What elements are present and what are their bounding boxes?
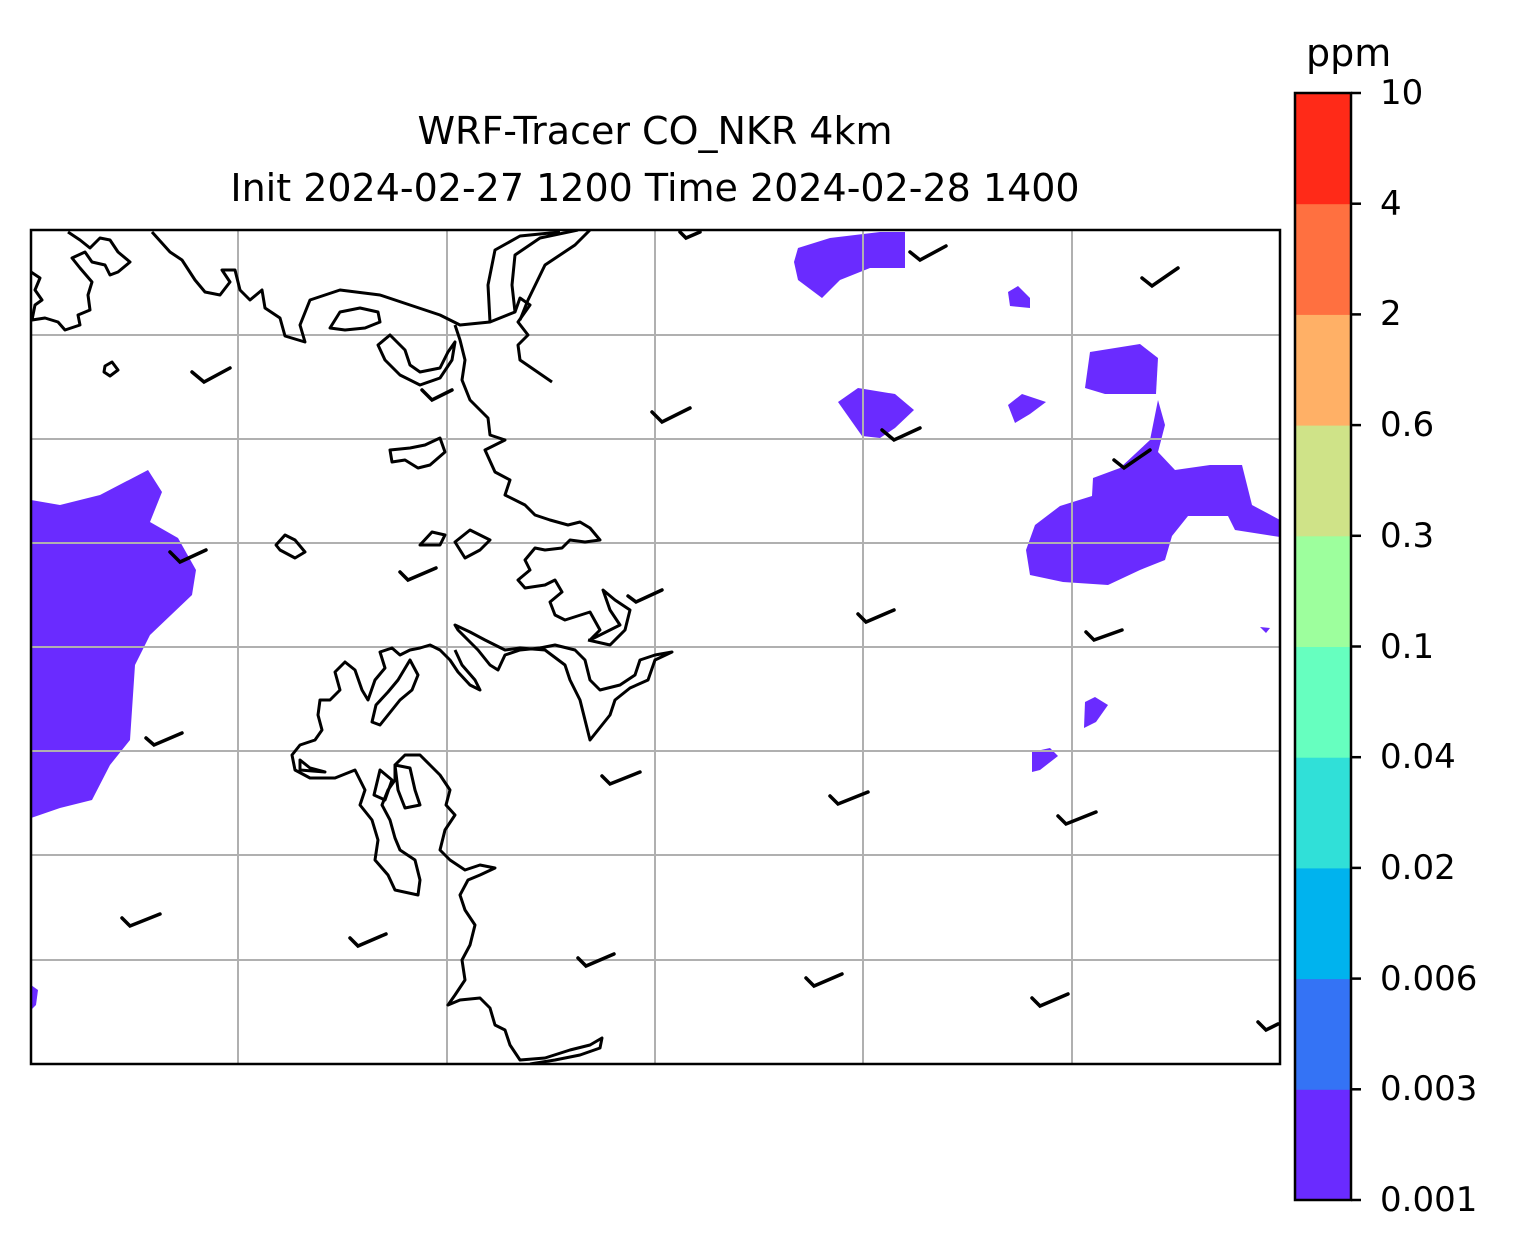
- coastline-island-4: [418, 530, 447, 547]
- colorbar-tick-label: 10: [1380, 73, 1424, 113]
- map-frame: [29, 228, 1282, 1066]
- tracer-region-southwest: [31, 985, 38, 1010]
- wind-barb: [856, 608, 896, 625]
- wind-barb: [1140, 266, 1180, 289]
- colorbar-tick-label: 0.001: [1380, 1180, 1478, 1220]
- coastline-northeast: [486, 230, 592, 323]
- coastline-island-5: [453, 528, 492, 560]
- coastline-island-3: [274, 533, 307, 560]
- wind-barb: [120, 912, 162, 929]
- tracer-region-spot-3: [1260, 627, 1270, 633]
- coastline-peninsula: [453, 324, 632, 647]
- wind-barb: [576, 952, 616, 969]
- wind-barb: [1030, 992, 1070, 1009]
- coastline-south-islands: [298, 658, 422, 810]
- tracer-contours: [31, 232, 1280, 1010]
- tracer-region-west: [31, 470, 196, 818]
- colorbar-segment: [1295, 535, 1351, 647]
- wind-barb: [1056, 810, 1098, 827]
- coastlines: [31, 230, 674, 1064]
- colorbar-tick-label: 4: [1380, 183, 1402, 224]
- gridlines: [31, 230, 1280, 1064]
- colorbar-segment: [1295, 93, 1351, 205]
- wind-barb: [880, 426, 922, 443]
- title-line-1: WRF-Tracer CO_NKR 4km: [417, 109, 893, 153]
- map-area: [31, 230, 1280, 1064]
- coastline-lake: [328, 306, 382, 332]
- tracer-region-small-2: [1008, 394, 1046, 423]
- colorbar-segment: [1295, 1089, 1351, 1201]
- wind-barb: [600, 770, 642, 787]
- wind-barb: [804, 972, 844, 989]
- wind-barb: [190, 366, 232, 385]
- colorbar-segment: [1295, 867, 1351, 980]
- tracer-region-east-top: [1085, 344, 1158, 394]
- title-line-2: Init 2024-02-27 1200 Time 2024-02-28 140…: [230, 166, 1080, 210]
- coastline-inlet: [376, 333, 457, 387]
- wind-barb: [1112, 448, 1152, 471]
- tracer-region-small-1: [1008, 286, 1030, 308]
- coastline-island-1: [102, 360, 120, 378]
- coastline-island-2: [388, 436, 447, 470]
- wind-barb: [348, 932, 388, 949]
- coastline-south: [453, 623, 674, 742]
- coastline-north: [150, 230, 553, 384]
- tracer-region-east: [1026, 400, 1280, 585]
- colorbar-unit: ppm: [1306, 31, 1392, 75]
- wind-barb: [144, 731, 184, 748]
- wind-barb: [1256, 1020, 1280, 1033]
- colorbar-segment: [1295, 203, 1351, 315]
- colorbar: [1295, 93, 1351, 1201]
- colorbar-tick-label: 0.003: [1380, 1069, 1478, 1110]
- colorbar-tick-label: 0.6: [1380, 405, 1435, 446]
- tracer-region-mid: [838, 388, 914, 438]
- wind-barb: [420, 388, 454, 403]
- colorbar-segment: [1295, 646, 1351, 758]
- wind-barb: [678, 230, 702, 241]
- colorbar-tick-label: 0.04: [1380, 737, 1456, 778]
- wind-barbs: [120, 230, 1280, 1033]
- tracer-region-spot-1: [1084, 697, 1108, 728]
- coastline-south-mid: [290, 643, 604, 1064]
- colorbar-tick-label: 0.3: [1380, 515, 1435, 556]
- wind-barb: [626, 588, 664, 605]
- tracer-region-spot-2: [1032, 748, 1058, 772]
- colorbar-tick-label: 0.006: [1380, 958, 1478, 999]
- colorbar-tick-label: 0.1: [1380, 626, 1435, 667]
- wind-barb: [908, 244, 948, 263]
- wind-barb: [168, 548, 208, 565]
- wind-barb: [398, 566, 438, 583]
- coastline-northwest: [31, 230, 132, 332]
- colorbar-segment: [1295, 757, 1351, 869]
- colorbar-ticks: [1351, 91, 1361, 1202]
- wind-barb: [650, 406, 692, 425]
- colorbar-tick-label: 2: [1380, 294, 1402, 335]
- colorbar-tick-label: 0.02: [1380, 847, 1456, 888]
- colorbar-segment: [1295, 425, 1351, 537]
- wind-barb: [828, 790, 870, 807]
- colorbar-segment: [1295, 978, 1351, 1090]
- tracer-region-north: [794, 232, 905, 298]
- colorbar-segment: [1295, 314, 1351, 426]
- wind-barb: [1084, 628, 1124, 643]
